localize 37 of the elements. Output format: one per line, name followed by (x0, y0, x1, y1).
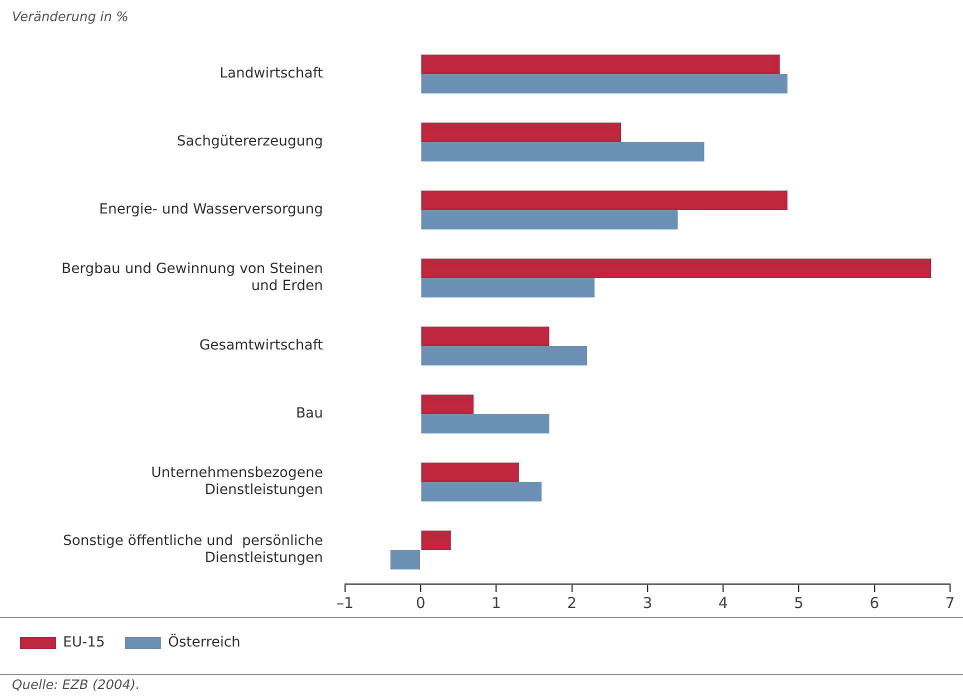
bar (421, 462, 519, 482)
y-tick-label: Sachgütererzeugung (176, 134, 323, 150)
y-tick-label: Unternehmensbezogene Dienstleistungen (151, 465, 323, 498)
x-tick-label: 7 (945, 594, 955, 612)
bar (421, 54, 780, 74)
bar (421, 190, 788, 210)
y-tick-label: Sonstige öffentliche und persönliche Dienstleistungen (62, 533, 323, 566)
legend-label: Österreich (168, 634, 240, 651)
bar (421, 210, 678, 230)
x-tick-label: 5 (794, 594, 804, 612)
bar (421, 346, 587, 366)
legend-label: EU-15 (63, 634, 105, 651)
y-tick-label: Bau (296, 406, 323, 422)
bar (421, 530, 451, 550)
bar (421, 326, 550, 346)
bar (421, 122, 622, 142)
x-tick-label: 6 (870, 594, 880, 612)
y-tick-label: Landwirtschaft (220, 66, 324, 82)
x-tick-label: –1 (336, 594, 354, 612)
source-note: Quelle: EZB (2004). (12, 678, 140, 693)
bar (421, 142, 704, 162)
y-tick-label: Gesamtwirtschaft (199, 338, 324, 354)
x-axis-title: Veränderung in % (12, 10, 128, 25)
x-tick-label: 0 (416, 594, 426, 612)
x-tick-label: 4 (718, 594, 728, 612)
bar (390, 550, 420, 570)
bar (421, 414, 550, 434)
bar (421, 394, 474, 414)
bar (421, 278, 595, 298)
bar (421, 258, 932, 278)
bar (421, 74, 788, 94)
y-tick-label: Bergbau und Gewinnung von Steinen und Erden (61, 261, 323, 294)
y-tick-label: Energie- und Wasserversorgung (99, 202, 323, 218)
bar (421, 482, 542, 502)
x-tick-label: 1 (491, 594, 502, 612)
x-tick-label: 2 (567, 594, 577, 612)
x-tick-label: 3 (642, 594, 652, 612)
